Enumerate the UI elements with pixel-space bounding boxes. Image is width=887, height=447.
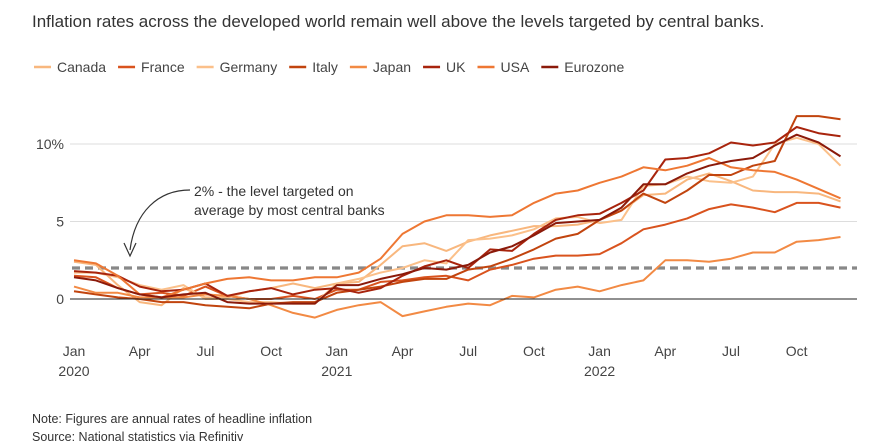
x-tick-label: Jan — [326, 343, 349, 359]
series-line-usa — [73, 157, 841, 299]
x-tick-label: Jan — [63, 343, 86, 359]
series-lines — [73, 115, 842, 319]
series-line-canada — [73, 172, 841, 307]
x-tick-label: Apr — [129, 343, 151, 359]
x-tick-year: 2020 — [58, 363, 89, 379]
series-line-italy — [73, 115, 841, 310]
x-tick-year: 2021 — [321, 363, 352, 379]
legend-label-usa: USA — [501, 59, 530, 75]
annotation-arrowhead — [123, 242, 137, 258]
x-tick-year: 2022 — [584, 363, 615, 379]
y-tick-label: 5 — [56, 214, 64, 230]
x-tick-label: Oct — [523, 343, 545, 359]
series-line-eurozone — [73, 133, 842, 305]
y-axis-ticks: 0 5 10% — [36, 136, 64, 307]
x-tick-label: Jan — [588, 343, 611, 359]
x-axis-ticks: Jan 2020 Apr Jul Oct Jan 2021 Apr Jul Oct Jan 2022 A… — [58, 343, 807, 379]
chart-title: Inflation rates across the developed wor… — [32, 12, 764, 31]
footnote-note: Note: Figures are annual rates of headli… — [32, 412, 312, 426]
gridlines — [70, 143, 857, 222]
legend-label-eurozone: Eurozone — [564, 59, 624, 75]
series-line-germany — [74, 136, 842, 305]
series-line-france — [73, 201, 841, 300]
legend-label-germany: Germany — [220, 59, 278, 75]
annotation-line-2: average by most central banks — [194, 202, 385, 218]
footnote-source: Source: National statistics via Refiniti… — [32, 430, 244, 444]
series-line-uk — [73, 126, 841, 297]
legend-label-france: France — [141, 59, 185, 75]
legend-label-japan: Japan — [373, 59, 411, 75]
x-tick-label: Apr — [654, 343, 676, 359]
x-tick-label: Oct — [786, 343, 808, 359]
x-tick-label: Jul — [722, 343, 740, 359]
legend-label-italy: Italy — [312, 59, 338, 75]
x-tick-label: Oct — [260, 343, 282, 359]
y-tick-label: 0 — [56, 291, 64, 307]
x-tick-label: Jul — [459, 343, 477, 359]
annotation: 2% - the level targeted on average by mo… — [123, 183, 385, 258]
legend-label-canada: Canada — [57, 59, 106, 75]
legend-label-uk: UK — [446, 59, 466, 75]
annotation-line-1: 2% - the level targeted on — [194, 183, 354, 199]
x-tick-label: Apr — [392, 343, 414, 359]
series-line-japan — [73, 236, 841, 319]
y-tick-label: 10% — [36, 136, 64, 152]
legend: Canada France Germany Italy Japan UK USA Eurozo… — [34, 59, 624, 75]
annotation-arrow — [129, 189, 191, 251]
x-tick-label: Jul — [196, 343, 214, 359]
